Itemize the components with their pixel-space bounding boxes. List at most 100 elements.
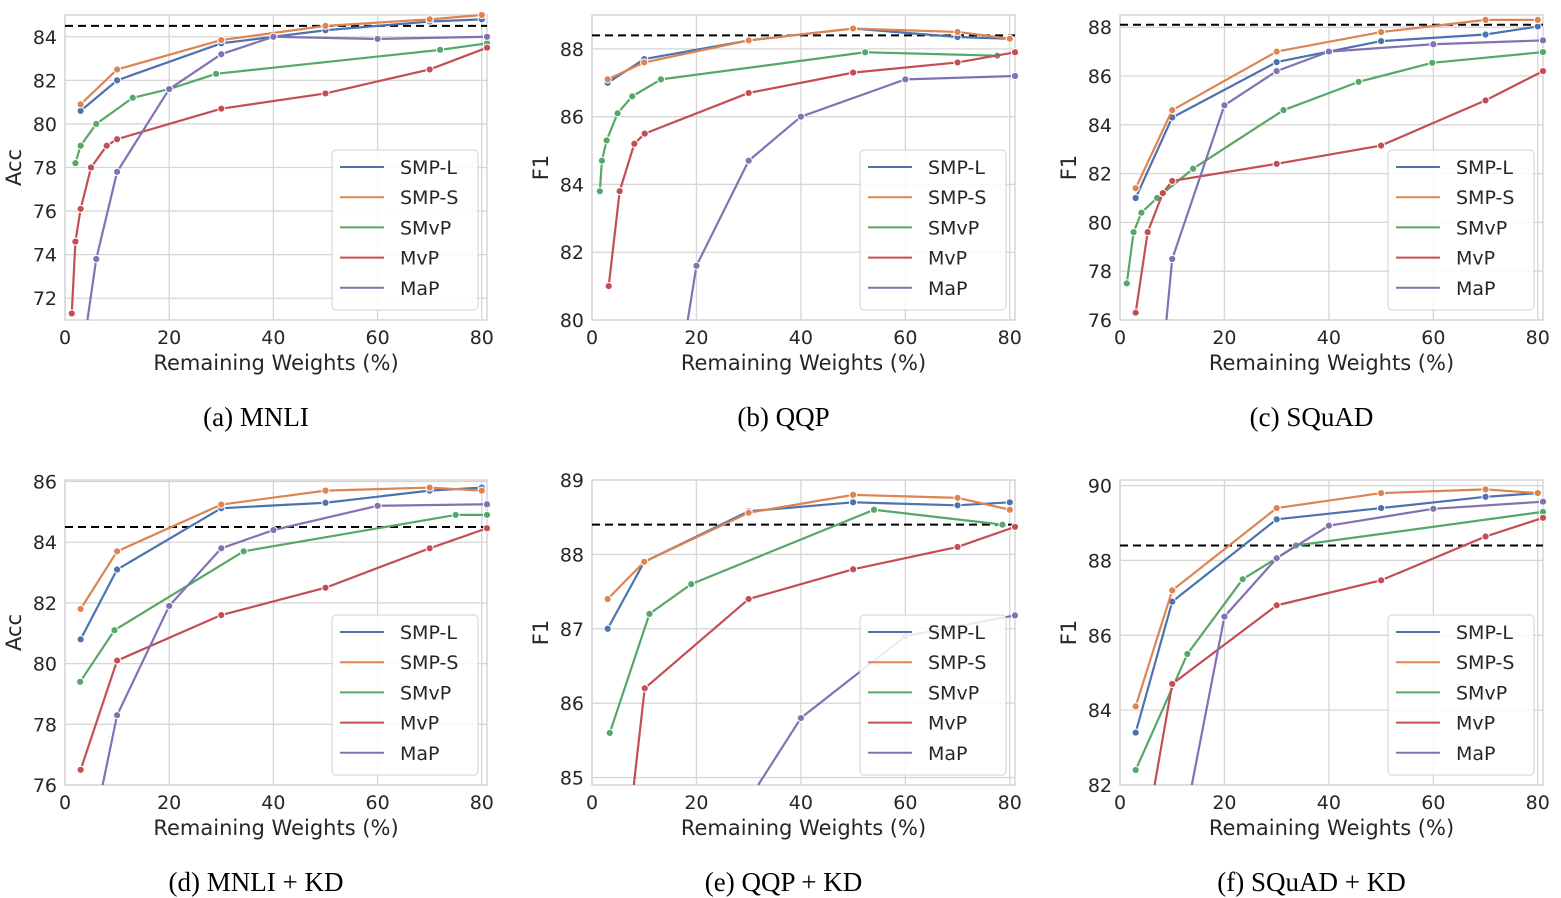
legend-box <box>1387 614 1535 776</box>
data-point-map <box>744 156 753 165</box>
legend-label-smp-s: SMP-S <box>400 187 458 209</box>
data-point-map <box>482 32 492 41</box>
data-point-mvp <box>1481 532 1490 541</box>
data-point-smp-s <box>640 557 649 566</box>
data-point-smp-s <box>1377 488 1386 498</box>
x-axis-label: Remaining Weights (%) <box>153 351 398 375</box>
data-point-mvp <box>1010 48 1020 57</box>
data-point-mvp <box>849 565 858 574</box>
legend-label-map: MaP <box>1456 278 1496 300</box>
data-point-smvp <box>436 45 445 54</box>
data-point-smvp <box>1279 106 1288 115</box>
x-tick-label: 60 <box>893 792 917 814</box>
data-point-smp-s <box>425 483 434 492</box>
series-line-map <box>1190 500 1544 786</box>
series-line-map <box>86 35 488 321</box>
data-point-smvp <box>597 156 607 165</box>
data-point-map <box>1272 67 1281 76</box>
data-point-mvp <box>953 58 962 67</box>
legend-box <box>859 614 1007 776</box>
data-point-mvp <box>604 282 613 291</box>
x-tick-label: 80 <box>470 792 494 814</box>
subplot-caption: (b) QQP <box>737 402 829 432</box>
x-tick-label: 60 <box>1421 792 1445 814</box>
x-tick-label: 80 <box>470 327 494 349</box>
y-axis-label: F1 <box>529 155 553 180</box>
data-point-smvp <box>687 580 696 589</box>
legend-label-smvp: SMvP <box>400 682 451 704</box>
x-tick-label: 0 <box>59 792 71 814</box>
data-point-smp-l <box>1272 57 1281 67</box>
legend-label-mvp: MvP <box>400 248 439 270</box>
plot-frame <box>64 479 488 786</box>
data-point-smvp <box>1183 649 1192 659</box>
data-point-map <box>269 32 278 41</box>
subplot-4: 0 20 40 60 80 76 78 80 82 84 86 Remaining Weights (… <box>2 472 494 897</box>
data-point-mvp <box>744 594 753 604</box>
data-point-map <box>1324 521 1333 530</box>
data-point-map <box>901 75 910 84</box>
legend-label-mvp: MvP <box>928 713 967 735</box>
y-axis-label: Acc <box>2 149 26 186</box>
x-tick-label: 40 <box>789 327 813 349</box>
series-line-map <box>686 74 1016 321</box>
data-point-smvp <box>211 69 221 78</box>
y-tick-label: 88 <box>560 39 584 61</box>
y-tick-label: 84 <box>33 27 57 49</box>
legend-label-smvp: SMvP <box>1456 682 1507 704</box>
legend: SMP-L SMP-S SMvP MvP MaP <box>859 149 1007 311</box>
data-point-map <box>1429 504 1438 513</box>
y-tick-label: 80 <box>33 654 57 676</box>
legend-box <box>331 614 479 776</box>
x-axis-label: Remaining Weights (%) <box>681 816 926 840</box>
data-point-map <box>1010 71 1020 81</box>
data-point-smp-s <box>321 21 330 30</box>
data-point-mvp <box>1158 189 1167 198</box>
x-tick-label: 80 <box>998 792 1022 814</box>
data-point-smp-s <box>477 10 486 20</box>
x-tick-label: 20 <box>1212 792 1236 814</box>
y-tick-label: 82 <box>1088 775 1112 797</box>
x-tick-label: 40 <box>789 792 813 814</box>
data-point-smvp <box>76 677 85 686</box>
data-point-smp-l <box>1272 515 1281 524</box>
data-point-smvp <box>451 510 460 520</box>
data-point-smvp <box>628 92 637 101</box>
legend-label-smp-s: SMP-S <box>1456 187 1514 209</box>
data-point-smvp <box>71 159 80 168</box>
legend-label-smvp: SMvP <box>1456 217 1507 239</box>
data-point-smvp <box>1538 47 1548 57</box>
data-point-mvp <box>482 524 492 533</box>
x-axis-label: Remaining Weights (%) <box>681 351 926 375</box>
data-point-smvp <box>1428 58 1437 67</box>
y-tick-label: 76 <box>33 775 57 797</box>
legend-label-mvp: MvP <box>928 248 967 270</box>
legend: SMP-L SMP-S SMvP MvP MaP <box>1387 149 1535 311</box>
data-point-smvp <box>128 93 137 102</box>
data-point-map <box>269 525 278 535</box>
series-line-smp-l <box>79 486 482 640</box>
data-point-smp-s <box>1131 702 1140 711</box>
data-point-mvp <box>849 68 858 77</box>
x-tick-label: 20 <box>684 792 708 814</box>
data-point-smvp <box>613 109 622 118</box>
data-point-mvp <box>1481 96 1490 105</box>
plot-area <box>592 24 1020 321</box>
subplot-5: 0 20 40 60 80 85 86 87 88 89 Remaining Weights (%)… <box>529 470 1022 897</box>
legend-label-map: MaP <box>1456 743 1496 765</box>
x-axis-label: Remaining Weights (%) <box>1209 816 1454 840</box>
y-tick-label: 89 <box>560 470 584 492</box>
data-point-map <box>1168 254 1177 264</box>
y-tick-label: 78 <box>1088 261 1112 283</box>
data-point-mvp <box>102 141 111 150</box>
series-line-smp-l <box>606 501 1010 630</box>
series-line-smp-l <box>79 18 482 112</box>
x-tick-label: 60 <box>1421 327 1445 349</box>
data-point-map <box>165 601 174 611</box>
legend-box <box>1387 149 1535 311</box>
data-point-mvp <box>1010 522 1020 531</box>
data-point-smp-s <box>744 36 753 45</box>
data-point-map <box>796 112 805 121</box>
legend-label-mvp: MvP <box>1456 248 1495 270</box>
data-point-smp-s <box>1272 47 1281 56</box>
